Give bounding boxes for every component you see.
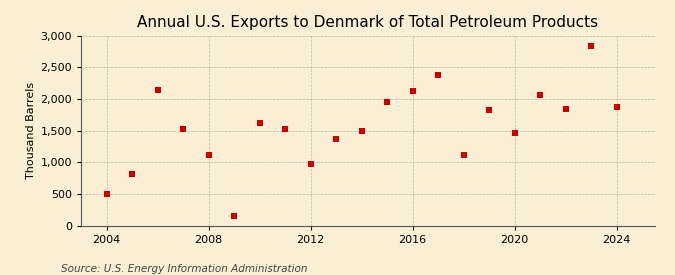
Title: Annual U.S. Exports to Denmark of Total Petroleum Products: Annual U.S. Exports to Denmark of Total … bbox=[137, 15, 599, 31]
Text: Source: U.S. Energy Information Administration: Source: U.S. Energy Information Administ… bbox=[61, 264, 307, 274]
Y-axis label: Thousand Barrels: Thousand Barrels bbox=[26, 82, 36, 179]
